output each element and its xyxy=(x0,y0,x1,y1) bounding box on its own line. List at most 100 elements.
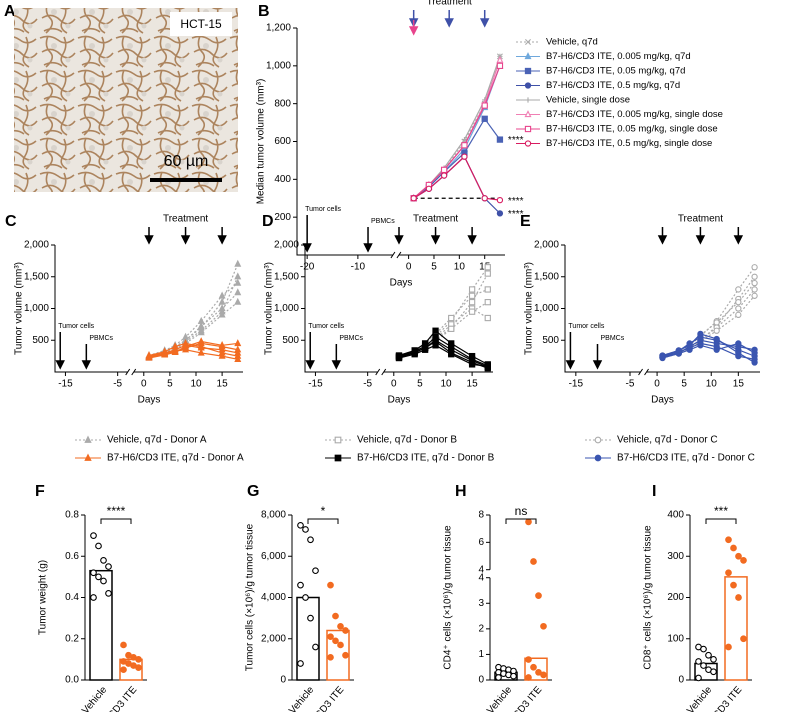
y-tick-label: 1,500 xyxy=(24,271,49,282)
data-point xyxy=(725,569,732,577)
x-tick-label: 10 xyxy=(440,379,452,390)
tumor-cells-label: Tumor cells xyxy=(308,323,344,330)
series-line xyxy=(413,56,501,199)
y-tick-label: 500 xyxy=(282,335,299,346)
data-point xyxy=(496,136,504,143)
histology-image xyxy=(14,8,238,192)
y-tick-label: 500 xyxy=(32,335,49,346)
data-point xyxy=(135,664,142,671)
x-tick-label: 5 xyxy=(417,379,423,390)
y-axis-label: Tumor volume (mm³) xyxy=(524,262,535,355)
x-tick-label: 5 xyxy=(167,379,173,390)
data-point xyxy=(713,346,720,353)
axis xyxy=(304,245,493,373)
data-point xyxy=(735,286,742,293)
treatment-arrow xyxy=(479,10,490,28)
data-point xyxy=(182,345,190,353)
legend-label: Vehicle, single dose xyxy=(546,95,630,106)
data-point xyxy=(751,279,758,287)
data-point xyxy=(540,671,547,679)
tumor-cells-arrow xyxy=(305,332,315,370)
data-point xyxy=(740,635,747,643)
y-tick-label: 4,000 xyxy=(261,592,286,603)
data-point xyxy=(302,594,309,601)
significance-label: *** xyxy=(714,504,728,518)
data-point xyxy=(234,259,242,267)
data-point xyxy=(695,658,702,665)
image-label-box xyxy=(170,12,232,36)
data-point xyxy=(686,346,693,353)
axis-break-mark xyxy=(638,368,649,376)
data-point xyxy=(448,351,455,358)
treatment-label: Treatment xyxy=(163,214,208,225)
data-point xyxy=(495,674,502,681)
data-point xyxy=(700,645,707,653)
data-point xyxy=(218,291,226,299)
x-tick-label: -10 xyxy=(351,262,366,273)
data-point xyxy=(312,643,319,651)
panel-label: E xyxy=(520,213,531,230)
y-axis-label: Tumor cells (×10⁶)/g tumor tissue xyxy=(245,523,256,671)
data-point xyxy=(197,328,205,336)
y-tick-label: 1,500 xyxy=(274,271,299,282)
treatment-arrow xyxy=(733,227,744,245)
treatment-arrow xyxy=(657,227,668,245)
y-tick-label: 2,000 xyxy=(261,633,286,644)
legend-label: B7-H6/CD3 ITE, q7d - Donor B xyxy=(357,453,495,464)
tumor-cells-arrow xyxy=(565,332,576,370)
data-point xyxy=(234,272,242,280)
data-point xyxy=(730,581,737,589)
y-axis-label: Tumor volume (mm³) xyxy=(264,262,275,355)
legend-marker xyxy=(524,52,532,60)
data-point xyxy=(234,345,242,353)
data-point xyxy=(481,195,488,202)
y-tick-label: 400 xyxy=(274,174,291,185)
significance-bracket xyxy=(307,518,339,524)
data-point xyxy=(425,185,433,192)
data-point xyxy=(530,558,537,565)
data-point xyxy=(234,278,242,286)
data-point xyxy=(90,594,97,601)
axis xyxy=(564,245,760,373)
data-point xyxy=(675,350,682,357)
data-point xyxy=(525,518,532,526)
y-tick-label: 500 xyxy=(542,335,559,346)
legend-marker xyxy=(524,82,532,89)
data-point xyxy=(302,526,309,533)
data-point xyxy=(432,327,439,334)
data-point xyxy=(411,351,418,358)
data-point xyxy=(218,351,226,359)
panel-label: B xyxy=(258,3,270,20)
data-point xyxy=(337,641,344,649)
data-point xyxy=(484,270,491,277)
legend-marker xyxy=(334,436,342,444)
data-point xyxy=(161,350,169,358)
significance-label: ns xyxy=(515,504,528,518)
axis-break xyxy=(640,370,647,374)
axis-break-mark xyxy=(390,251,402,259)
axis xyxy=(54,245,243,373)
data-point xyxy=(713,335,720,343)
y-tick-label: 0.8 xyxy=(65,510,79,521)
y-tick-label: 8 xyxy=(478,510,484,521)
y-tick-label: 200 xyxy=(274,212,291,223)
x-tick-label: 5 xyxy=(681,379,687,390)
data-point xyxy=(234,354,242,362)
x-tick-label: 15 xyxy=(217,379,229,390)
axis-break-mark xyxy=(125,368,137,376)
panel-label: G xyxy=(247,483,259,500)
data-point xyxy=(218,297,226,305)
data-point xyxy=(713,319,720,326)
x-tick-label: Vehicle xyxy=(287,684,316,712)
legend-label: B7-H6/CD3 ITE, q7d - Donor A xyxy=(107,453,244,464)
y-tick-label: 0 xyxy=(280,675,286,686)
pbmc-label: PBMCs xyxy=(339,335,363,342)
data-point xyxy=(540,622,547,630)
y-tick-label: 4 xyxy=(478,572,484,583)
data-point xyxy=(440,166,448,174)
x-axis-label: Days xyxy=(651,395,674,406)
data-point xyxy=(713,327,720,334)
significance-label: * xyxy=(321,504,326,518)
pbmc-arrow xyxy=(81,344,92,370)
pbmc-label: PBMCs xyxy=(371,218,395,225)
